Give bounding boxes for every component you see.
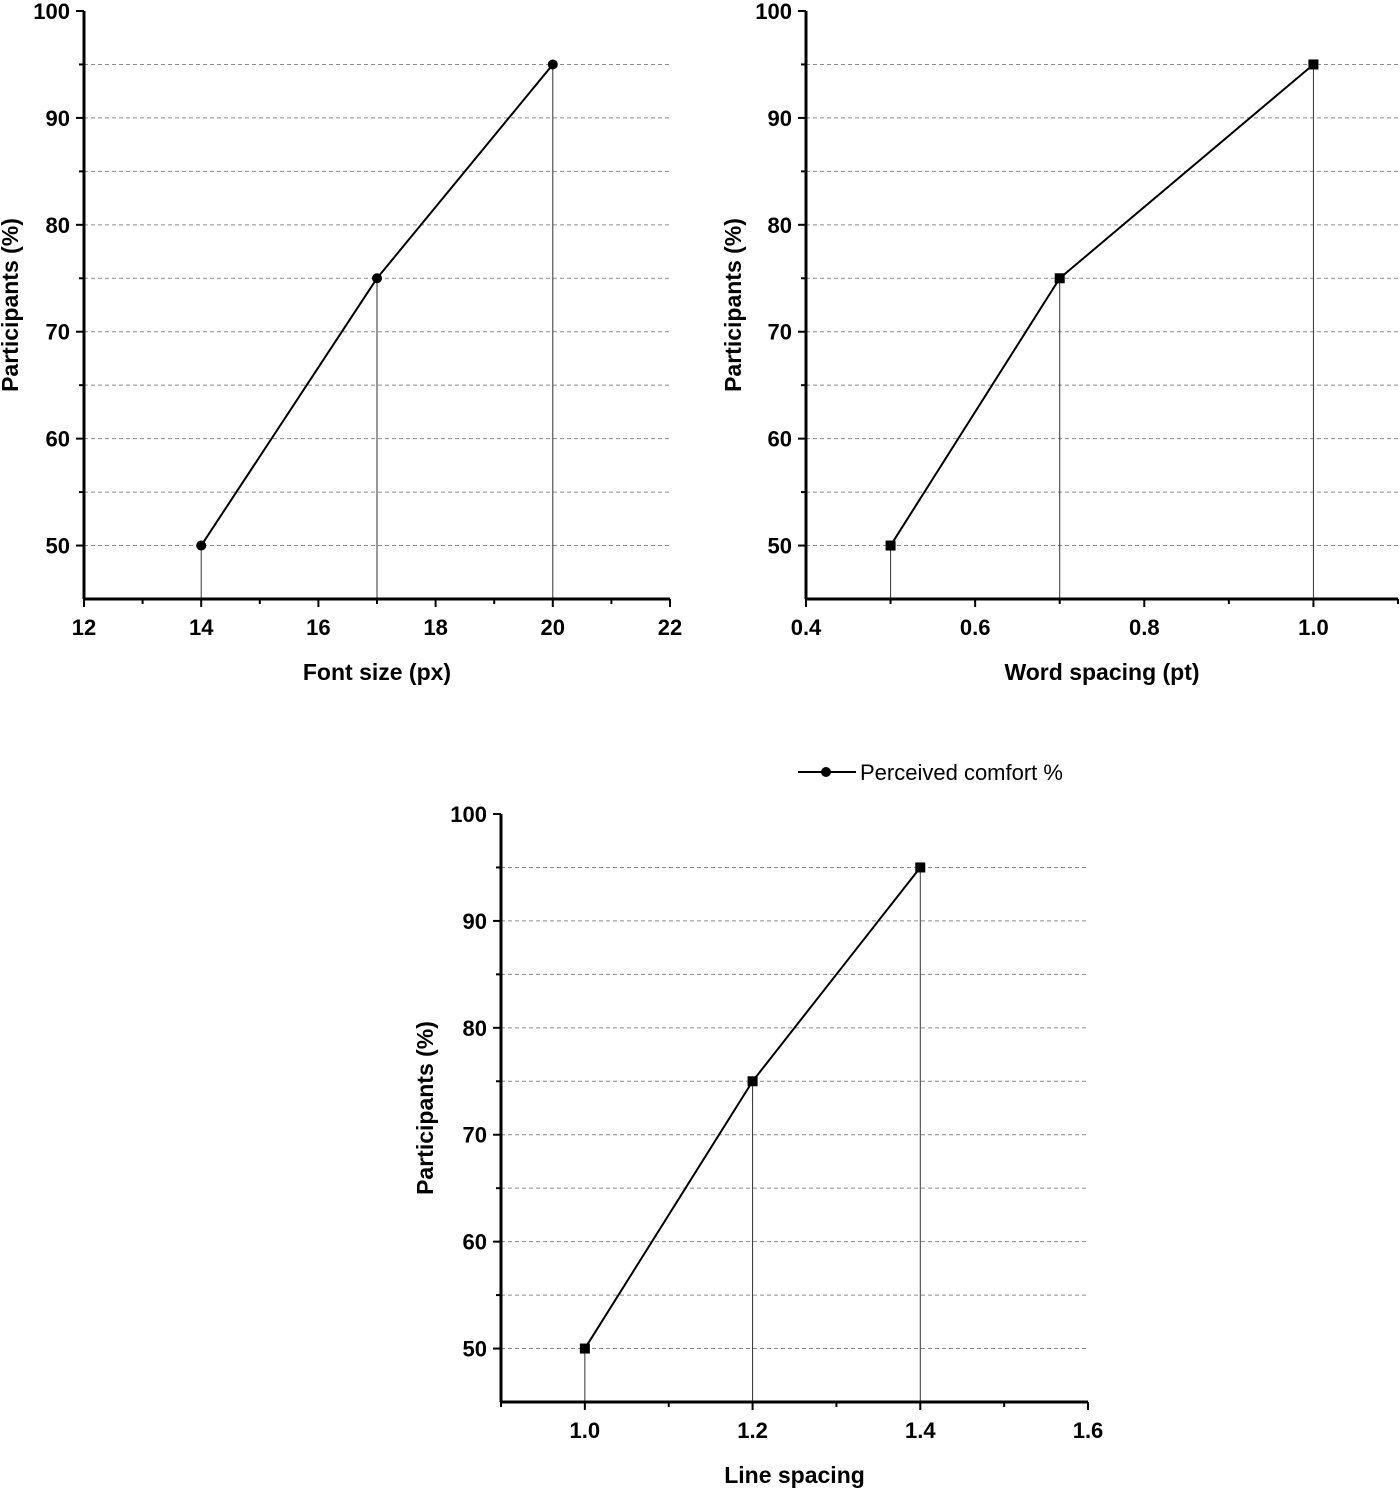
y-tick-label: 50 <box>463 1337 487 1362</box>
y-axis-label: Participants (%) <box>412 1021 438 1195</box>
legend-marker <box>821 767 831 777</box>
y-tick-label: 80 <box>46 213 70 238</box>
x-axis-label: Word spacing (pt) <box>1004 659 1199 685</box>
y-axis-label: Participants (%) <box>0 218 23 392</box>
y-tick-label: 80 <box>463 1016 487 1041</box>
x-tick-label: 1.6 <box>1073 1418 1104 1443</box>
x-tick-label: 12 <box>72 615 96 640</box>
x-axis-label: Line spacing <box>724 1462 865 1488</box>
y-tick-label: 60 <box>463 1230 487 1255</box>
y-tick-label: 90 <box>463 909 487 934</box>
data-point <box>1054 273 1065 284</box>
x-tick-label: 20 <box>541 615 565 640</box>
series-line <box>889 63 1315 547</box>
data-point <box>885 540 896 551</box>
y-tick-label: 70 <box>768 320 792 345</box>
x-tick-label: 1.0 <box>570 1418 601 1443</box>
y-tick-label: 90 <box>46 106 70 131</box>
data-point <box>372 273 382 284</box>
y-axis-label: Participants (%) <box>720 218 746 392</box>
x-tick-label: 18 <box>423 615 447 640</box>
x-tick-label: 1.0 <box>1298 615 1329 640</box>
data-point <box>915 862 926 873</box>
chart-panel-3: 50 60 70 80 90 100 1.0 1.2 1.4 1.6 Line spacing Par… <box>412 760 1103 1488</box>
y-tick-label: 80 <box>768 213 792 238</box>
chart-panel-2: 50 60 70 80 90 100 0.4 0.6 0.8 1.0 Word spacing (p… <box>720 0 1399 685</box>
y-tick-label: 100 <box>33 0 70 24</box>
legend: Perceived comfort % <box>798 760 1063 785</box>
y-tick-label: 50 <box>768 534 792 559</box>
x-tick-label: 22 <box>658 615 682 640</box>
y-tick-label: 100 <box>755 0 792 24</box>
legend-label: Perceived comfort % <box>860 760 1063 785</box>
data-point <box>747 1076 758 1087</box>
x-tick-label: 1.2 <box>737 1418 768 1443</box>
y-tick-label: 70 <box>463 1123 487 1148</box>
data-point <box>1308 59 1319 70</box>
x-tick-label: 14 <box>189 615 214 640</box>
y-tick-label: 50 <box>46 534 70 559</box>
x-tick-label: 16 <box>306 615 330 640</box>
x-tick-label: 0.8 <box>1129 615 1160 640</box>
y-tick-label: 100 <box>450 802 487 827</box>
data-point <box>547 59 558 70</box>
x-tick-label: 0.6 <box>960 615 991 640</box>
x-axis-label: Font size (px) <box>303 659 451 685</box>
data-point <box>579 1343 590 1354</box>
y-tick-label: 90 <box>768 106 792 131</box>
x-tick-label: 1.4 <box>905 1418 936 1443</box>
y-tick-label: 70 <box>46 320 70 345</box>
y-tick-label: 60 <box>46 427 70 452</box>
y-tick-label: 60 <box>768 427 792 452</box>
data-point <box>196 540 207 551</box>
x-tick-label: 0.4 <box>791 615 822 640</box>
chart-panel-1: 50 60 70 80 90 100 12 14 16 18 20 22 Font size (px) P… <box>0 0 682 685</box>
